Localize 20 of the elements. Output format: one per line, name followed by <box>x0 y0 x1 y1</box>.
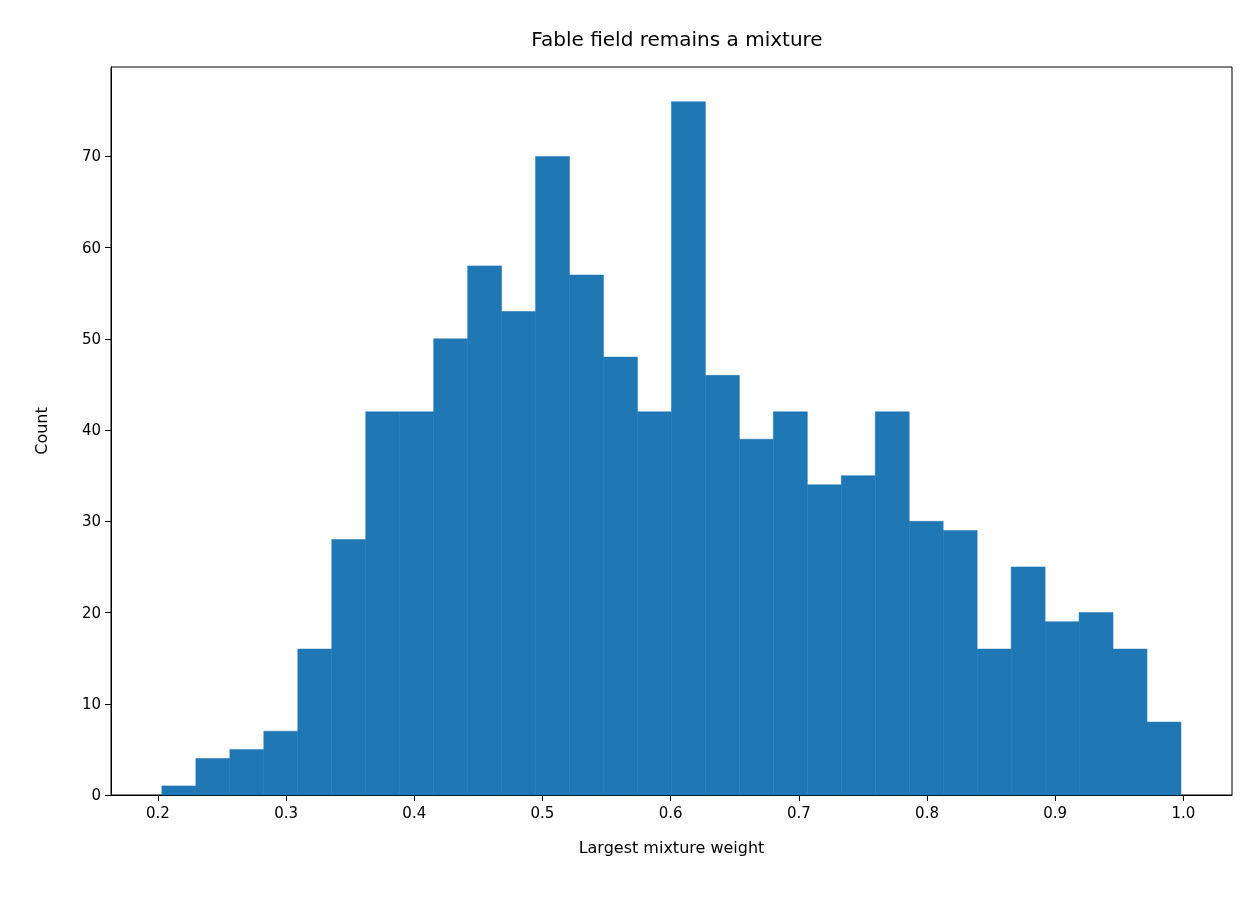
x-tick-label: 1.0 <box>1171 803 1196 822</box>
x-tick-label: 0.5 <box>530 803 555 822</box>
chart-title: Fable field remains a mixture <box>531 27 823 51</box>
x-tick-label: 0.6 <box>658 803 683 822</box>
x-tick-label: 0.7 <box>786 803 811 822</box>
y-tick-label: 70 <box>81 147 101 166</box>
x-axis-title: Largest mixture weight <box>578 837 765 857</box>
y-tick-label: 40 <box>81 421 101 440</box>
x-tick-label: 0.8 <box>915 803 939 822</box>
x-tick-label: 0.3 <box>274 803 299 822</box>
y-axis-title: Count <box>31 407 51 455</box>
y-tick-label: 50 <box>81 329 101 348</box>
x-tick-label: 0.2 <box>145 803 170 822</box>
y-tick-label: 30 <box>81 512 101 531</box>
y-tick-label: 20 <box>81 603 101 622</box>
y-tick-label: 60 <box>81 238 101 257</box>
y-tick-label: 0 <box>91 786 101 804</box>
x-tick-label: 0.9 <box>1043 803 1068 822</box>
x-tick-label: 0.4 <box>402 803 427 822</box>
y-tick-label: 10 <box>81 694 101 713</box>
